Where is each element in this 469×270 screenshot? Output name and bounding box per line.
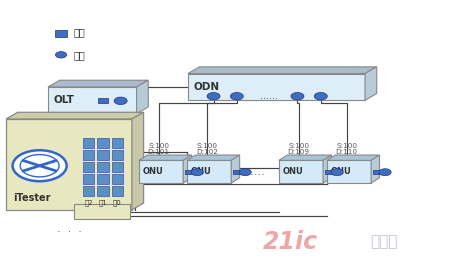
Polygon shape xyxy=(183,155,192,183)
Polygon shape xyxy=(98,138,109,148)
Polygon shape xyxy=(371,155,379,183)
Polygon shape xyxy=(373,170,381,174)
Text: ONU: ONU xyxy=(331,167,351,176)
Polygon shape xyxy=(188,73,365,100)
Polygon shape xyxy=(6,112,144,119)
Circle shape xyxy=(331,169,343,176)
Circle shape xyxy=(314,93,327,100)
Text: ODN: ODN xyxy=(194,82,219,92)
Polygon shape xyxy=(112,186,123,197)
Text: 卡2: 卡2 xyxy=(84,200,93,207)
Polygon shape xyxy=(98,150,109,160)
Text: S:100: S:100 xyxy=(336,143,357,149)
Polygon shape xyxy=(112,150,123,160)
Circle shape xyxy=(55,52,67,58)
Text: S:100: S:100 xyxy=(196,143,217,149)
Text: ONU: ONU xyxy=(191,167,212,176)
Polygon shape xyxy=(98,98,107,103)
Polygon shape xyxy=(48,80,148,87)
Text: D:110: D:110 xyxy=(336,148,358,154)
Circle shape xyxy=(13,150,67,181)
Polygon shape xyxy=(185,170,193,174)
Text: ONU: ONU xyxy=(282,167,303,176)
Polygon shape xyxy=(98,174,109,184)
Polygon shape xyxy=(48,87,136,114)
Text: ONU: ONU xyxy=(143,167,163,176)
Polygon shape xyxy=(112,174,123,184)
Polygon shape xyxy=(132,112,144,210)
Polygon shape xyxy=(323,155,332,183)
Polygon shape xyxy=(98,186,109,197)
Polygon shape xyxy=(112,162,123,173)
Text: 电子网: 电子网 xyxy=(370,234,397,249)
Circle shape xyxy=(191,169,203,176)
Polygon shape xyxy=(187,155,240,160)
Polygon shape xyxy=(139,160,183,183)
Polygon shape xyxy=(279,155,332,160)
Polygon shape xyxy=(139,155,192,160)
Polygon shape xyxy=(279,160,323,183)
Circle shape xyxy=(291,93,304,100)
Polygon shape xyxy=(136,80,148,114)
Text: iTester: iTester xyxy=(13,193,51,203)
Text: S:100: S:100 xyxy=(148,143,169,149)
Circle shape xyxy=(379,169,391,176)
Polygon shape xyxy=(83,186,94,197)
Text: D:109: D:109 xyxy=(287,148,310,154)
Polygon shape xyxy=(83,162,94,173)
Text: 电口: 电口 xyxy=(74,27,85,37)
Polygon shape xyxy=(231,155,240,183)
Circle shape xyxy=(114,97,127,104)
Circle shape xyxy=(239,169,251,176)
Text: ......: ...... xyxy=(260,91,279,101)
Polygon shape xyxy=(83,150,94,160)
Circle shape xyxy=(230,93,243,100)
Text: 卡1: 卡1 xyxy=(98,200,107,207)
Polygon shape xyxy=(327,160,371,183)
Text: 卡0: 卡0 xyxy=(113,200,122,207)
Polygon shape xyxy=(188,67,377,73)
Text: 21ic: 21ic xyxy=(263,230,318,254)
Polygon shape xyxy=(327,155,379,160)
Polygon shape xyxy=(112,138,123,148)
Text: OLT: OLT xyxy=(53,95,75,105)
Polygon shape xyxy=(187,160,231,183)
Text: S:100: S:100 xyxy=(288,143,309,149)
Text: 光口: 光口 xyxy=(74,50,85,60)
Polygon shape xyxy=(98,162,109,173)
Polygon shape xyxy=(6,119,132,210)
Polygon shape xyxy=(325,170,333,174)
Circle shape xyxy=(207,93,220,100)
Polygon shape xyxy=(83,174,94,184)
Polygon shape xyxy=(233,170,241,174)
Polygon shape xyxy=(365,67,377,100)
Text: D:102: D:102 xyxy=(196,148,218,154)
Polygon shape xyxy=(55,30,67,37)
Text: ......: ...... xyxy=(244,167,266,177)
Polygon shape xyxy=(74,204,129,219)
Text: .  .  .: . . . xyxy=(57,224,82,234)
Text: D:101: D:101 xyxy=(148,148,170,154)
Polygon shape xyxy=(83,138,94,148)
